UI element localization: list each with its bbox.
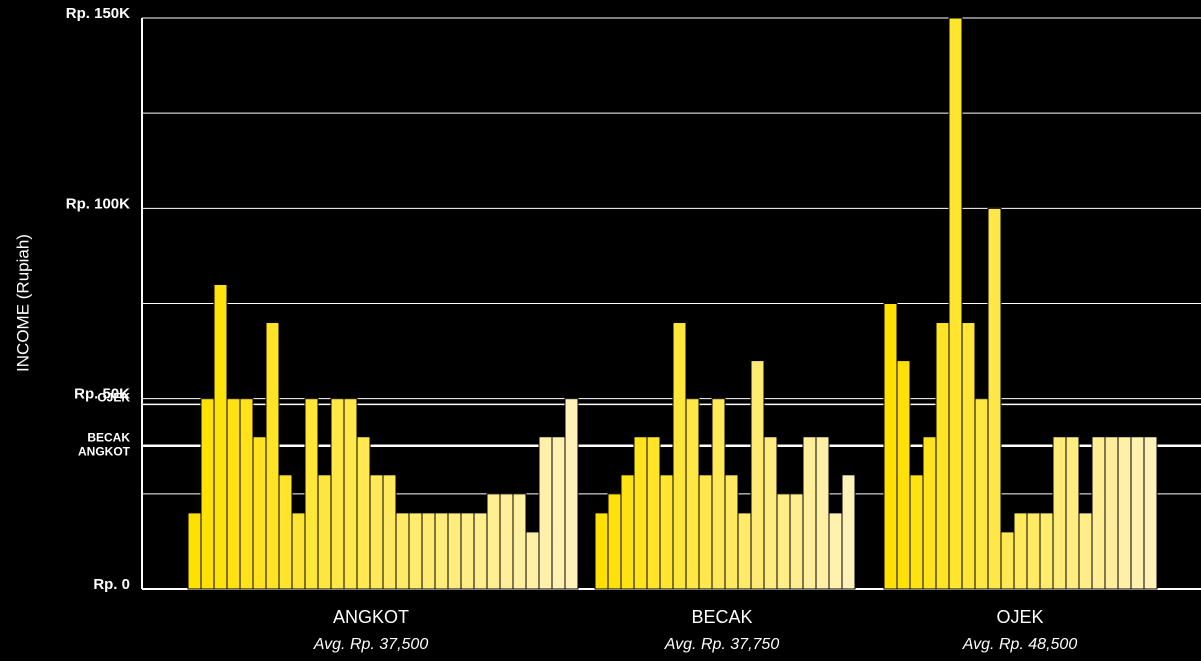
y-axis-label: INCOME (Rupiah) — [13, 234, 32, 372]
bar — [1000, 531, 1015, 590]
bar — [460, 512, 475, 590]
average-label: Avg. Rp. 48,500 — [962, 636, 1078, 653]
y-tick-label: Rp. 50K — [74, 386, 130, 403]
bar — [447, 512, 462, 590]
bar — [607, 493, 622, 590]
bar — [291, 512, 306, 590]
bar — [564, 398, 579, 590]
bar — [737, 512, 752, 590]
bar — [525, 531, 540, 590]
bar — [239, 398, 254, 590]
bar — [659, 474, 674, 590]
bar — [1130, 436, 1145, 590]
bar — [395, 512, 410, 590]
bar — [1078, 512, 1093, 590]
bar — [408, 512, 423, 590]
bar — [646, 436, 661, 590]
bar — [948, 17, 963, 590]
average-line-label: OJEK — [97, 391, 130, 405]
y-tick-label: Rp. 150K — [66, 5, 130, 22]
bar — [499, 493, 514, 590]
bar — [724, 474, 739, 590]
category-label: OJEK — [996, 607, 1043, 627]
bar — [620, 474, 635, 590]
bar — [473, 512, 488, 590]
bar — [278, 474, 293, 590]
bar — [343, 398, 358, 590]
bar — [382, 474, 397, 590]
bar — [213, 283, 228, 590]
bar — [974, 398, 989, 590]
bar — [1143, 436, 1158, 590]
bar — [935, 322, 950, 590]
bar — [434, 512, 449, 590]
bar — [896, 360, 911, 590]
category-label: ANGKOT — [333, 607, 409, 627]
bar — [512, 493, 527, 590]
bar — [922, 436, 937, 590]
bar — [776, 493, 791, 590]
bar — [356, 436, 371, 590]
average-line-label: ANGKOT — [78, 444, 131, 458]
bar — [672, 322, 687, 590]
bar — [1039, 512, 1054, 590]
bar — [961, 322, 976, 590]
bar — [763, 436, 778, 590]
average-label: Avg. Rp. 37,750 — [664, 636, 780, 653]
bar — [1065, 436, 1080, 590]
bar — [1013, 512, 1028, 590]
bar — [1117, 436, 1132, 590]
bar — [750, 360, 765, 590]
bar — [1026, 512, 1041, 590]
bar — [828, 512, 843, 590]
bar — [551, 436, 566, 590]
average-label: Avg. Rp. 37,500 — [313, 636, 429, 653]
bar — [187, 512, 202, 590]
bar — [252, 436, 267, 590]
bar — [841, 474, 856, 590]
bar — [1052, 436, 1067, 590]
bar — [698, 474, 713, 590]
bar — [594, 512, 609, 590]
average-line-label: BECAK — [87, 430, 130, 444]
y-tick-label: Rp. 0 — [93, 576, 130, 593]
bar — [909, 474, 924, 590]
bar — [789, 493, 804, 590]
bar — [987, 207, 1002, 590]
bar — [1104, 436, 1119, 590]
y-tick-label: Rp. 100K — [66, 195, 130, 212]
bar — [304, 398, 319, 590]
bar — [317, 474, 332, 590]
bar — [711, 398, 726, 590]
bar — [538, 436, 553, 590]
bar — [226, 398, 241, 590]
bar — [330, 398, 345, 590]
bar — [815, 436, 830, 590]
bar — [802, 436, 817, 590]
bar — [486, 493, 501, 590]
bar — [200, 398, 215, 590]
bar — [421, 512, 436, 590]
bar — [685, 398, 700, 590]
category-label: BECAK — [691, 607, 752, 627]
bar — [1091, 436, 1106, 590]
bar — [265, 322, 280, 590]
bar — [633, 436, 648, 590]
bar — [883, 303, 898, 590]
bar — [369, 474, 384, 590]
